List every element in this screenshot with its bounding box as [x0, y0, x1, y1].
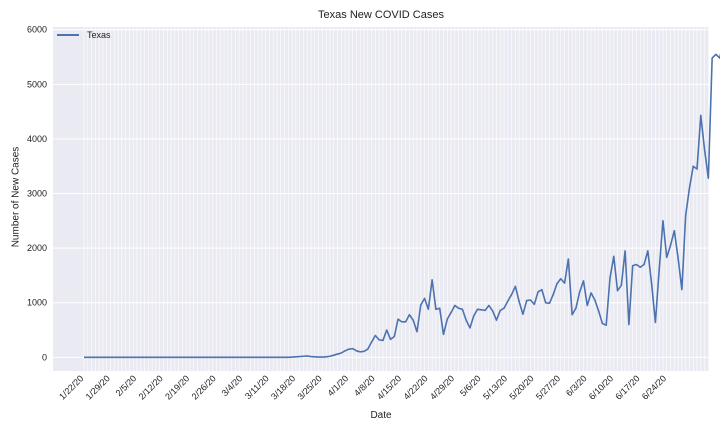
x-tick-label: 5/13/20	[481, 373, 509, 401]
y-tick-label: 1000	[27, 298, 47, 308]
x-tick-label: 6/10/20	[587, 373, 615, 401]
legend: Texas	[57, 30, 111, 40]
x-tick-label: 3/25/20	[295, 373, 323, 401]
x-tick-label: 6/17/20	[613, 373, 641, 401]
x-tick-label: 4/29/20	[428, 373, 456, 401]
x-tick-label: 4/22/20	[401, 373, 429, 401]
x-tick-label: 3/11/20	[243, 373, 271, 401]
series-line-texas	[84, 53, 720, 359]
x-tick-label: 2/26/20	[190, 373, 218, 401]
x-axis-label: Date	[370, 410, 392, 421]
y-tick-label: 5000	[27, 79, 47, 89]
x-tick-label: 2/5/20	[114, 373, 139, 398]
y-axis-label: Number of New Cases	[10, 146, 22, 248]
x-tick-label: 3/4/20	[220, 373, 245, 398]
legend-swatch-texas	[57, 34, 79, 36]
plot-area	[53, 27, 709, 371]
x-tick-label: 4/1/20	[326, 373, 351, 398]
x-tick-label: 5/6/20	[458, 373, 483, 398]
x-tick-label: 6/3/20	[564, 373, 589, 398]
chart-title: Texas New COVID Cases	[318, 9, 444, 21]
legend-label-texas: Texas	[87, 30, 111, 40]
x-tick-label: 3/18/20	[269, 373, 297, 401]
y-tick-label: 0	[42, 352, 47, 362]
x-tick-label: 5/27/20	[534, 373, 562, 401]
x-tick-label: 4/8/20	[352, 373, 377, 398]
x-tick-labels: 1/22/201/29/20 2/5/202/12/202/19/202/26/2…	[57, 373, 668, 401]
x-tick-label: 1/29/20	[84, 373, 112, 401]
x-tick-label: 4/15/20	[375, 373, 403, 401]
x-tick-label: 2/19/20	[163, 373, 191, 401]
y-tick-label: 4000	[27, 134, 47, 144]
x-tick-label: 2/12/20	[137, 373, 165, 401]
y-tick-label: 3000	[27, 189, 47, 199]
y-tick-label: 2000	[27, 243, 47, 253]
y-tick-label: 6000	[27, 25, 47, 35]
x-tick-label: 5/20/20	[507, 373, 535, 401]
x-tick-label: 6/24/20	[640, 373, 668, 401]
y-tick-labels: 0 1000 2000 3000 4000 5000 6000	[27, 25, 47, 363]
x-tick-label: 1/22/20	[57, 373, 85, 401]
